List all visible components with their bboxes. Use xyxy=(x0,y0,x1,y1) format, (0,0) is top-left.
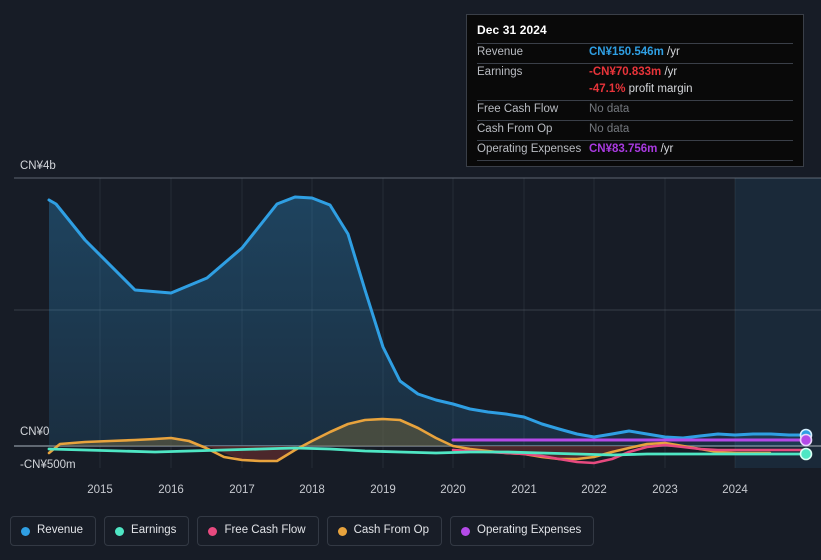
x-axis-tick-2022: 2022 xyxy=(581,484,607,496)
legend-item-cash-from-op[interactable]: Cash From Op xyxy=(326,516,443,546)
y-axis-label-negative: -CN¥500m xyxy=(20,459,76,471)
tooltip-row-cash-from-op: Cash From Op No data xyxy=(477,120,793,140)
legend-item-earnings[interactable]: Earnings xyxy=(104,516,190,546)
tooltip-value-earnings: -CN¥70.833m /yr xyxy=(589,66,677,78)
tooltip-label-revenue: Revenue xyxy=(477,46,524,58)
tooltip-value-cash-from-op: No data xyxy=(589,123,630,135)
y-axis-label-zero: CN¥0 xyxy=(20,426,50,438)
legend-label-operating-expenses: Operating Expenses xyxy=(477,524,582,537)
x-axis-tick-2020: 2020 xyxy=(440,484,466,496)
cashfromop-negative-fill xyxy=(206,446,640,461)
chart-canvas xyxy=(14,177,821,468)
tooltip-amount-earnings: -CN¥70.833m xyxy=(589,66,662,78)
tooltip-label-operating-expenses: Operating Expenses xyxy=(477,143,582,155)
tooltip-value-profit-margin: -47.1% profit margin xyxy=(589,83,693,95)
legend-label-cash-from-op: Cash From Op xyxy=(353,524,430,537)
tooltip-amount-revenue: CN¥150.546m xyxy=(589,46,664,58)
tooltip-unit-operating-expenses: /yr xyxy=(660,143,674,155)
legend-item-revenue[interactable]: Revenue xyxy=(10,516,97,546)
x-axis-tick-2018: 2018 xyxy=(299,484,325,496)
tooltip-row-earnings: Earnings -CN¥70.833m /yr xyxy=(477,63,793,83)
tooltip-row-revenue: Revenue CN¥150.546m /yr xyxy=(477,43,793,63)
x-axis-tick-2019: 2019 xyxy=(370,484,396,496)
tooltip-profit-margin-text: profit margin xyxy=(628,83,693,95)
x-axis-tick-2017: 2017 xyxy=(229,484,255,496)
legend-label-earnings: Earnings xyxy=(131,524,177,537)
x-axis-tick-2016: 2016 xyxy=(158,484,184,496)
financial-chart: CN¥4b CN¥0 -CN¥500m 2015 2016 2017 2018 … xyxy=(0,160,821,502)
tooltip-amount-operating-expenses: CN¥83.756m xyxy=(589,143,658,155)
tooltip-value-operating-expenses: CN¥83.756m /yr xyxy=(589,143,673,155)
tooltip-label-earnings: Earnings xyxy=(477,66,523,78)
x-axis-tick-2021: 2021 xyxy=(511,484,537,496)
tooltip-unit-earnings: /yr xyxy=(664,66,678,78)
legend-label-revenue: Revenue xyxy=(37,524,84,537)
legend-dot-revenue-icon xyxy=(21,526,30,536)
earnings-line xyxy=(47,446,809,457)
x-axis-tick-2015: 2015 xyxy=(87,484,113,496)
legend-dot-free-cash-flow-icon xyxy=(208,526,218,536)
operatingexpenses-endpoint xyxy=(799,433,813,447)
legend-dot-earnings-icon xyxy=(115,526,125,536)
y-axis-label-top: CN¥4b xyxy=(20,160,56,172)
x-axis-tick-2023: 2023 xyxy=(652,484,678,496)
revenue-line xyxy=(47,195,809,440)
tooltip-value-free-cash-flow: No data xyxy=(589,103,630,115)
tooltip-bottom-divider xyxy=(477,160,793,162)
legend-dot-operating-expenses-icon xyxy=(461,526,471,536)
legend-item-operating-expenses[interactable]: Operating Expenses xyxy=(450,516,595,546)
chart-legend: Revenue Earnings Free Cash Flow Cash Fro… xyxy=(10,516,595,546)
legend-item-free-cash-flow[interactable]: Free Cash Flow xyxy=(197,516,319,546)
tooltip-row-profit-margin: -47.1% profit margin xyxy=(477,83,793,100)
tooltip-label-free-cash-flow: Free Cash Flow xyxy=(477,103,559,115)
earnings-endpoint xyxy=(799,447,813,461)
tooltip-unit-revenue: /yr xyxy=(667,46,680,58)
tooltip-value-revenue: CN¥150.546m /yr xyxy=(589,46,680,58)
tooltip-profit-margin-pct: -47.1% xyxy=(589,83,626,95)
tooltip-row-free-cash-flow: Free Cash Flow No data xyxy=(477,100,793,120)
x-axis: 2015 2016 2017 2018 2019 2020 2021 2022 … xyxy=(0,484,821,502)
x-axis-tick-2024: 2024 xyxy=(722,484,748,496)
datapoint-tooltip: Dec 31 2024 Revenue CN¥150.546m /yr Earn… xyxy=(466,14,804,167)
cashfromop-line xyxy=(47,417,772,463)
tooltip-row-operating-expenses: Operating Expenses CN¥83.756m /yr xyxy=(477,140,793,160)
tooltip-label-cash-from-op: Cash From Op xyxy=(477,123,553,135)
revenue-area xyxy=(49,197,807,446)
legend-label-free-cash-flow: Free Cash Flow xyxy=(224,524,306,537)
legend-dot-cash-from-op-icon xyxy=(337,526,347,536)
tooltip-date: Dec 31 2024 xyxy=(477,23,547,37)
latest-period-band xyxy=(735,178,821,468)
